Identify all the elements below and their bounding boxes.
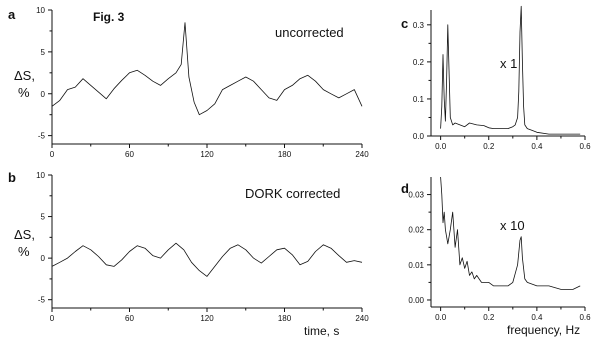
- y-tick-label-a: 0: [41, 90, 46, 99]
- x-tick-label-d: 0.0: [435, 313, 447, 322]
- figure-title: Fig. 3: [93, 10, 125, 24]
- y-tick-label-c: 0.0: [413, 132, 425, 141]
- x-tick-label-b: 180: [278, 314, 292, 323]
- x-tick-label-c: 0.4: [531, 142, 543, 151]
- y-tick-label-b: 5: [41, 213, 46, 222]
- y-tick-label-d: 0.01: [408, 261, 424, 270]
- panel-label-b: b: [8, 170, 16, 185]
- x-tick-label-d: 0.6: [579, 313, 591, 322]
- series-line-a: [51, 22, 363, 116]
- x-tick-label-c: 0.0: [435, 142, 447, 151]
- x-tick-label-b: 60: [125, 314, 134, 323]
- x-tick-label-a: 0: [50, 150, 55, 159]
- y-tick-label-b: 0: [41, 254, 46, 263]
- x-tick-label-a: 240: [355, 150, 369, 159]
- ylabel-a-line1: ΔS,: [14, 68, 35, 83]
- axes-layer: [51, 10, 585, 309]
- x-tick-label-b: 240: [355, 314, 369, 323]
- y-tick-label-c: 0.3: [413, 21, 425, 30]
- x-tick-label-d: 0.2: [483, 313, 495, 322]
- y-tick-label-b: 10: [36, 171, 45, 180]
- x-tick-label-a: 60: [125, 150, 134, 159]
- y-tick-label-d: 0.03: [408, 191, 424, 200]
- ylabel-a-line2: %: [18, 85, 30, 100]
- x-tick-label-a: 120: [200, 150, 214, 159]
- y-tick-label-c: 0.1: [413, 95, 425, 104]
- y-tick-label-a: 5: [41, 48, 46, 57]
- annotation-uncorrected: uncorrected: [275, 25, 344, 40]
- panel-label-d: d: [401, 181, 409, 196]
- annotation-x1: x 1: [500, 56, 517, 71]
- y-tick-label-d: 0.00: [408, 296, 424, 305]
- y-tick-label-b: -5: [38, 296, 46, 305]
- x-tick-label-b: 0: [50, 314, 55, 323]
- y-tick-label-d: 0.02: [408, 226, 424, 235]
- traces-layer: [51, 5, 581, 290]
- ylabel-b-line1: ΔS,: [14, 227, 35, 242]
- y-tick-label-a: 10: [36, 6, 45, 15]
- x-tick-label-b: 120: [200, 314, 214, 323]
- annotation-dork-corrected: DORK corrected: [245, 186, 340, 201]
- panel-label-a: a: [8, 7, 16, 22]
- x-tick-label-a: 180: [278, 150, 292, 159]
- annotation-x10: x 10: [500, 218, 525, 233]
- series-line-c: [440, 5, 581, 135]
- x-tick-label-c: 0.2: [483, 142, 495, 151]
- panel-label-c: c: [401, 16, 408, 31]
- x-tick-label-d: 0.4: [531, 313, 543, 322]
- xlabel-time: time, s: [304, 324, 339, 338]
- series-line-d: [440, 176, 581, 290]
- xlabel-frequency: frequency, Hz: [507, 323, 580, 337]
- series-line-b: [51, 242, 363, 277]
- y-tick-label-c: 0.2: [413, 58, 425, 67]
- x-tick-label-c: 0.6: [579, 142, 591, 151]
- ylabel-b-line2: %: [18, 244, 30, 259]
- y-tick-label-a: -5: [38, 132, 46, 141]
